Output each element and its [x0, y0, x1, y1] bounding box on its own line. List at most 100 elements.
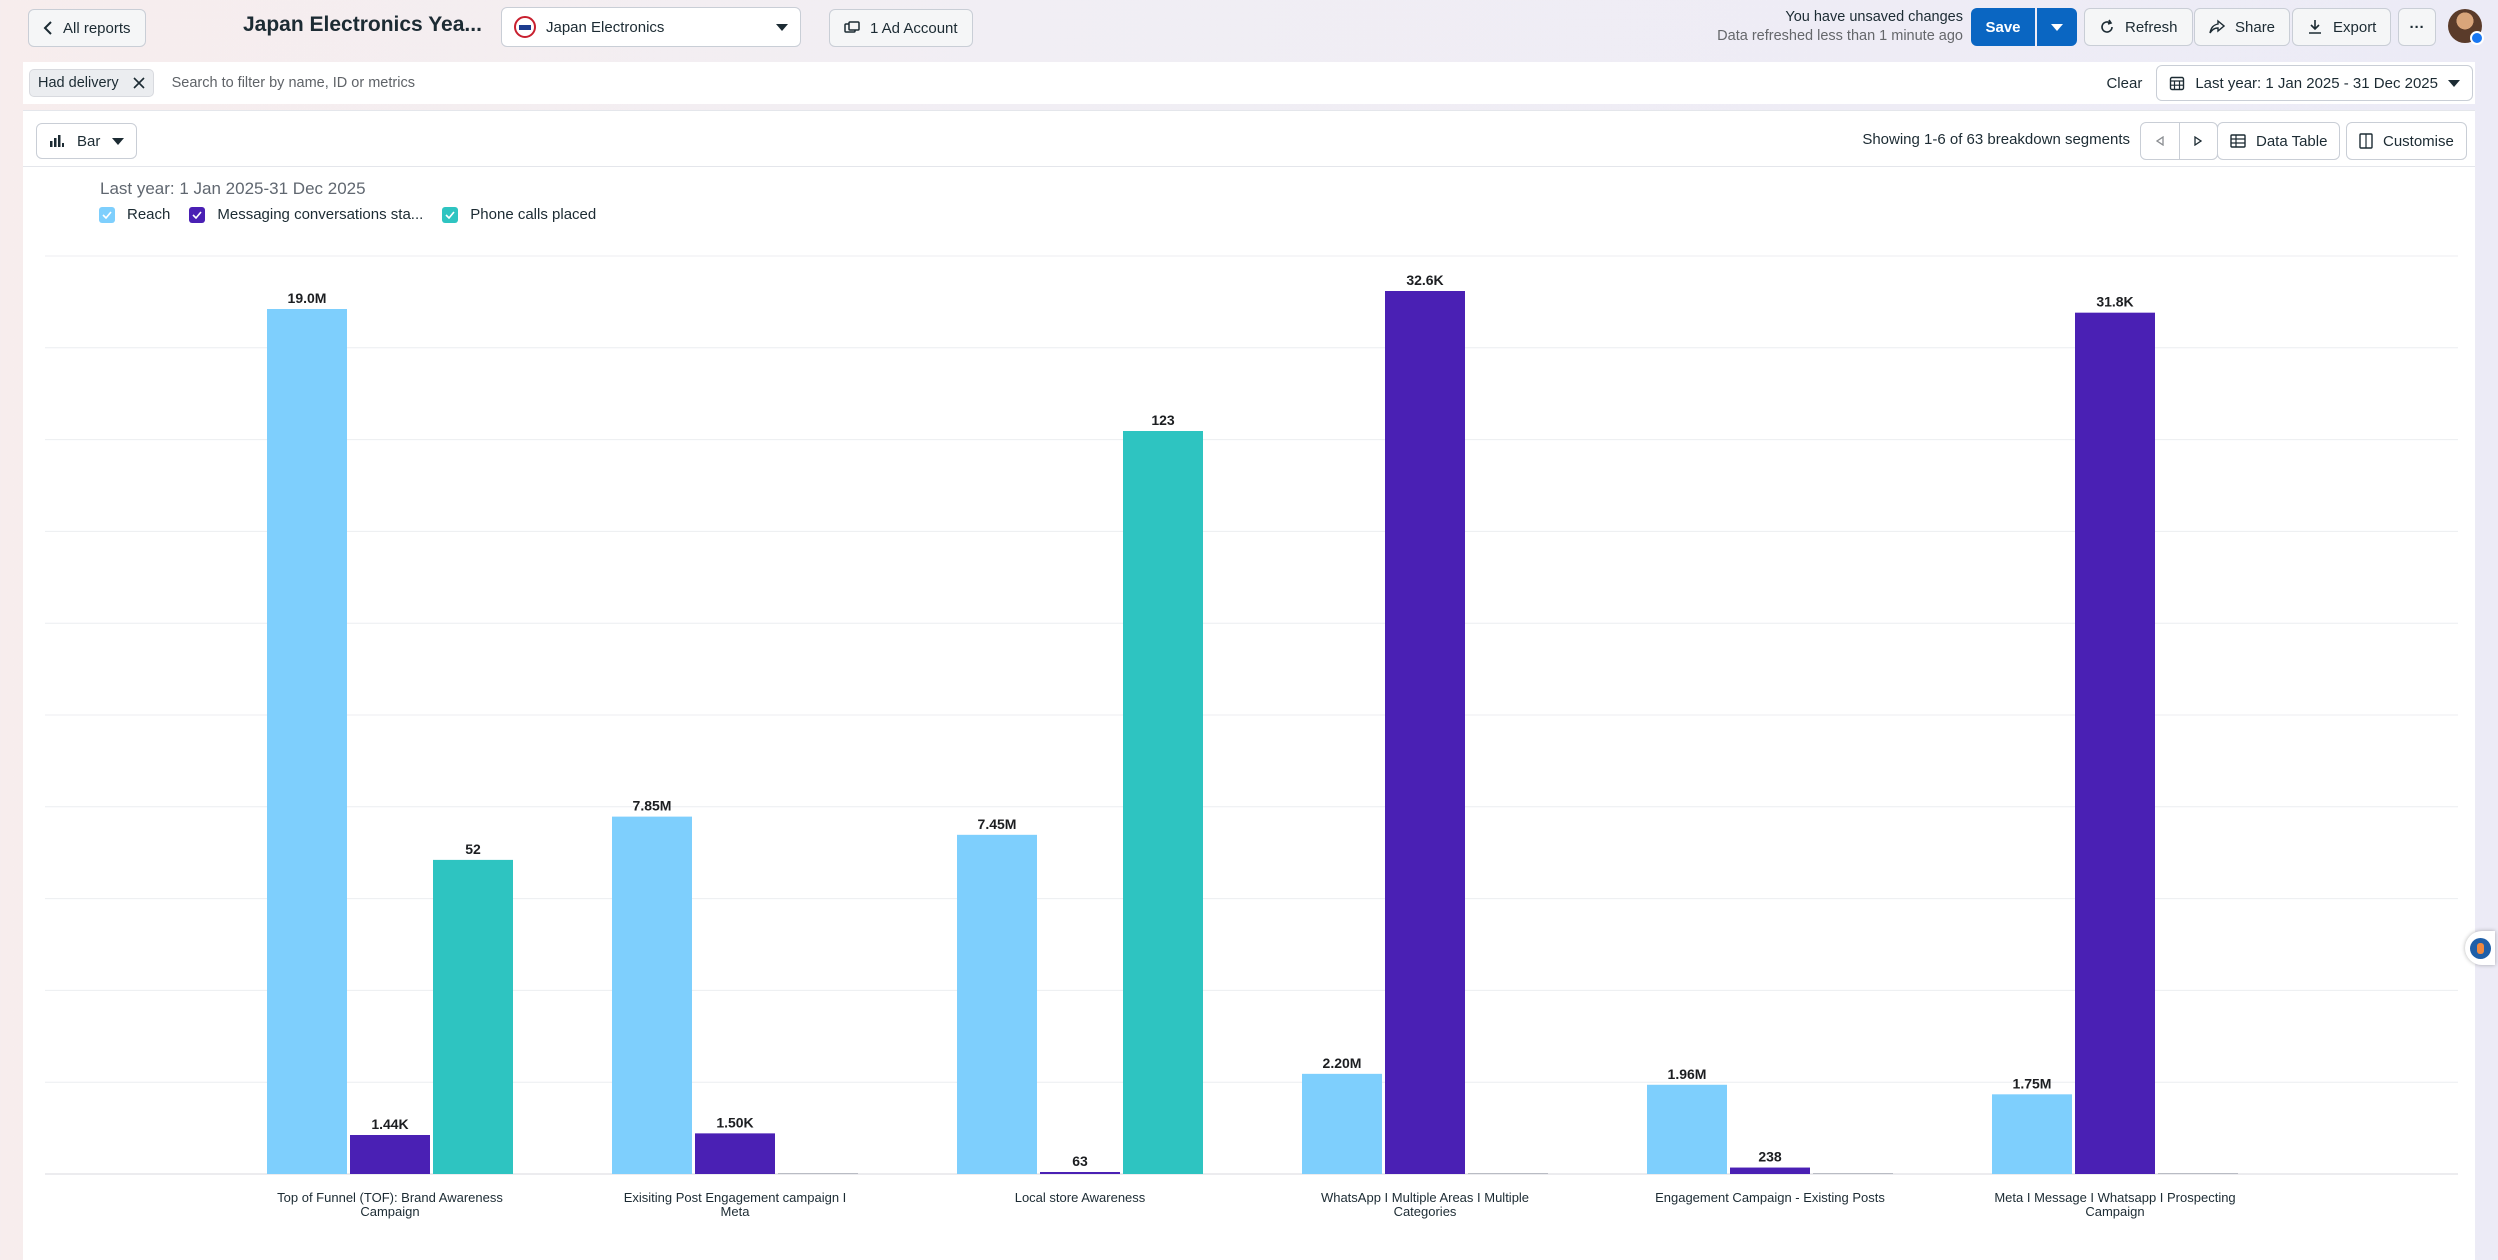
avatar[interactable] — [2448, 9, 2484, 45]
data-label: 2.20M — [1323, 1055, 1362, 1071]
bar-reach — [957, 834, 1037, 1174]
legend-item-reach[interactable]: Reach — [99, 206, 170, 223]
category-tick-label: WhatsApp I Multiple Areas I Multiple — [1321, 1190, 1529, 1205]
data-label: 32.6K — [1406, 272, 1443, 288]
category-tick-label: Meta — [721, 1204, 751, 1219]
previous-page-button[interactable] — [2141, 123, 2179, 159]
period-label: Last year: 1 Jan 2025-31 Dec 2025 — [100, 179, 366, 198]
chart-toolbar: Bar Showing 1-6 of 63 breakdown segments… — [23, 111, 2475, 167]
customise-button[interactable]: Customise — [2346, 122, 2467, 160]
legend-label: Reach — [127, 206, 171, 223]
legend-label: Messaging conversations sta... — [217, 206, 424, 223]
bar-zero — [778, 1173, 858, 1174]
close-icon[interactable] — [133, 77, 145, 89]
legend-checkbox-reach[interactable] — [99, 206, 115, 223]
data-table-button[interactable]: Data Table — [2217, 122, 2341, 160]
date-range-selector[interactable]: Last year: 1 Jan 2025 - 31 Dec 2025 — [2156, 65, 2473, 101]
chevron-down-icon — [776, 23, 788, 31]
refresh-icon — [2101, 19, 2113, 33]
filter-chip-label: Had delivery — [38, 75, 119, 91]
data-label: 19.0M — [288, 290, 327, 306]
save-button-group: Save — [1971, 8, 2077, 46]
category-tick-label: Meta I Message I Whatsapp I Prospecting — [1994, 1190, 2235, 1205]
data-label: 63 — [1072, 1153, 1088, 1169]
account-logo — [514, 16, 536, 38]
data-label: 1.96M — [1668, 1066, 1707, 1082]
help-chat-button[interactable] — [2465, 931, 2495, 965]
ad-account-button[interactable]: 1 Ad Account — [829, 9, 973, 47]
table-icon — [2230, 134, 2246, 148]
bar-messaging — [350, 1134, 430, 1174]
chevron-down-icon — [2051, 23, 2063, 31]
bar-messaging — [1730, 1167, 1810, 1174]
category-tick-label: Top of Funnel (TOF): Brand Awareness — [277, 1190, 503, 1205]
unsaved-changes-text: You have unsaved changes — [1785, 9, 1963, 25]
category-tick-label: Campaign — [360, 1204, 419, 1219]
bar-phone-calls — [1123, 431, 1203, 1174]
export-button[interactable]: Export — [2292, 8, 2392, 46]
data-label: 1.44K — [371, 1116, 408, 1132]
bar-messaging — [1385, 291, 1465, 1174]
chart-legend: Reach Messaging conversations sta... Pho… — [99, 206, 615, 223]
data-label: 7.45M — [978, 816, 1017, 832]
bar-zero — [2158, 1173, 2238, 1174]
data-label: 238 — [1758, 1149, 1782, 1165]
refresh-button[interactable]: Refresh — [2084, 8, 2193, 46]
bar-reach — [267, 309, 347, 1174]
search-input[interactable]: Search to filter by name, ID or metrics — [171, 75, 415, 91]
calendar-icon — [2170, 76, 2185, 91]
bar-reach — [1302, 1073, 1382, 1174]
share-button[interactable]: Share — [2194, 8, 2291, 46]
export-label: Export — [2333, 18, 2377, 36]
bar-zero — [1468, 1173, 1548, 1174]
all-reports-label: All reports — [63, 19, 131, 37]
data-label: 1.50K — [716, 1114, 753, 1130]
facebook-badge-icon — [2470, 31, 2484, 45]
save-options-button[interactable] — [2037, 8, 2077, 46]
legend-checkbox-messaging[interactable] — [189, 206, 206, 223]
category-tick-label: Local store Awareness — [1015, 1190, 1146, 1205]
customise-label: Customise — [2383, 132, 2454, 150]
clear-filters-button[interactable]: Clear — [2106, 74, 2143, 92]
data-label: 1.75M — [2013, 1075, 2052, 1091]
data-refreshed-text: Data refreshed less than 1 minute ago — [1717, 28, 1963, 44]
category-tick-label: Exisiting Post Engagement campaign I — [624, 1190, 847, 1205]
triangle-right-icon — [2194, 136, 2203, 146]
legend-label: Phone calls placed — [470, 206, 597, 223]
all-reports-button[interactable]: All reports — [28, 9, 146, 47]
more-icon: ··· — [2409, 18, 2425, 36]
help-chat-icon — [2470, 938, 2491, 959]
bar-reach — [1647, 1084, 1727, 1174]
legend-item-messaging[interactable]: Messaging conversations sta... — [189, 206, 423, 223]
data-label: 31.8K — [2096, 294, 2133, 310]
filter-chip[interactable]: Had delivery — [29, 69, 154, 97]
date-range-label: Last year: 1 Jan 2025 - 31 Dec 2025 — [2195, 74, 2438, 92]
more-options-button[interactable]: ··· — [2398, 8, 2436, 46]
legend-checkbox-phone-calls[interactable] — [442, 206, 459, 223]
bar-chart: 19.0M 1.44K 52 Top of Funnel (TOF): Brand A… — [45, 255, 2458, 1219]
save-status: You have unsaved changes Data refreshed … — [1717, 8, 1963, 46]
bar-messaging — [1040, 1172, 1120, 1174]
segments-count: Showing 1-6 of 63 breakdown segments — [1862, 131, 2130, 148]
share-icon — [2209, 19, 2225, 34]
data-label: 7.85M — [633, 798, 672, 814]
check-icon — [102, 210, 112, 219]
chart-type-selector[interactable]: Bar — [36, 123, 138, 159]
bar-reach — [612, 816, 692, 1174]
report-panel: Bar Showing 1-6 of 63 breakdown segments… — [23, 110, 2475, 1260]
chevron-left-icon — [43, 21, 52, 35]
save-button[interactable]: Save — [1971, 8, 2035, 46]
chevron-down-icon — [112, 137, 125, 145]
bar-messaging — [2075, 312, 2155, 1174]
bar-zero — [1813, 1173, 1893, 1174]
next-page-button[interactable] — [2178, 123, 2218, 159]
bar-phone-calls — [433, 859, 513, 1174]
bar-messaging — [695, 1133, 775, 1174]
legend-item-phone-calls[interactable]: Phone calls placed — [442, 206, 596, 223]
chevron-down-icon — [2448, 79, 2460, 87]
chart-type-label: Bar — [77, 132, 101, 150]
account-selector[interactable]: Japan Electronics — [501, 7, 801, 47]
data-table-label: Data Table — [2256, 132, 2328, 150]
share-label: Share — [2235, 18, 2276, 36]
category-tick-label: Categories — [1394, 1204, 1457, 1219]
